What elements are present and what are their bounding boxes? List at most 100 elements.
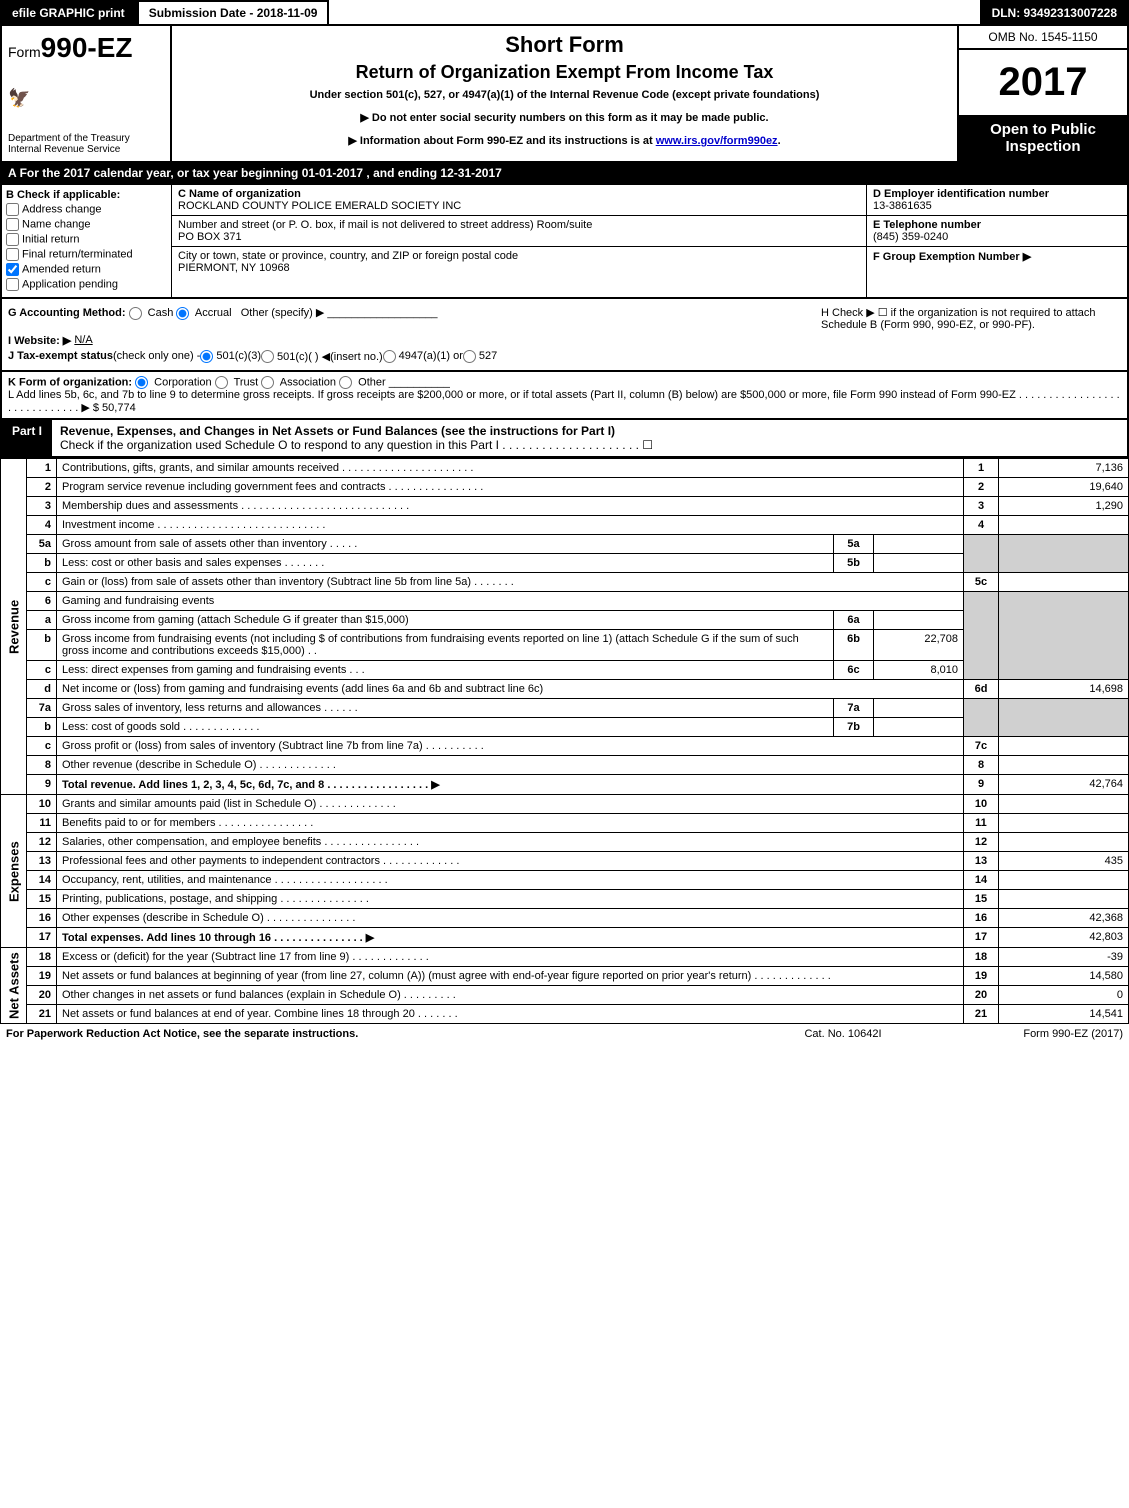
b-header: B Check if applicable: [6,189,167,201]
row-4-txt: Investment income . . . . . . . . . . . … [57,516,964,535]
c-org-cell: C Name of organization ROCKLAND COUNTY P… [172,185,866,216]
line-a: A For the 2017 calendar year, or tax yea… [0,163,1129,185]
row-6-num: 6 [27,592,57,611]
k-assoc[interactable] [261,376,274,389]
cb-address[interactable] [6,203,19,216]
row-17-txt-b: Total expenses. Add lines 10 through 16 … [62,932,374,944]
b-opt-name[interactable]: Name change [6,218,167,231]
b-opt-pending[interactable]: Application pending [6,278,167,291]
row-3-txt: Membership dues and assessments . . . . … [57,497,964,516]
row-7c-amt [999,737,1129,756]
section-ghij: G Accounting Method: Cash Accrual Other … [0,299,1129,372]
section-bcdef: B Check if applicable: Address change Na… [0,185,1129,299]
open-to-public: Open to Public Inspection [959,115,1127,161]
b-opt-final[interactable]: Final return/terminated [6,248,167,261]
c-city-cell: City or town, state or province, country… [172,247,866,277]
row-13-txt: Professional fees and other payments to … [57,852,964,871]
b-opt-initial[interactable]: Initial return [6,233,167,246]
g-other: Other (specify) ▶ [241,307,325,319]
row-10-amt [999,795,1129,814]
row-7a-num: 7a [27,699,57,718]
cb-initial[interactable] [6,233,19,246]
row-3-ln: 3 [964,497,999,516]
submission-date: Submission Date - 2018-11-09 [137,0,330,26]
row-9-num: 9 [27,775,57,795]
cb-name[interactable] [6,218,19,231]
irs-link[interactable]: www.irs.gov/form990ez [656,135,778,147]
row-6d-num: d [27,680,57,699]
b-opt-amended[interactable]: Amended return [6,263,167,276]
j-opt-1: 501(c)( ) ◀(insert no.) [277,350,383,363]
j-4947[interactable] [383,350,396,363]
row-2-txt: Program service revenue including govern… [57,478,964,497]
cb-final[interactable] [6,248,19,261]
row-4-ln: 4 [964,516,999,535]
k-corp[interactable] [135,376,148,389]
line-g-h: G Accounting Method: Cash Accrual Other … [8,306,1121,331]
header-left: Form990-EZ 🦅 Department of the Treasury … [2,26,172,161]
form-990ez: 990-EZ [41,32,133,63]
b-opt-1: Name change [22,218,91,230]
part-1-header: Part I Revenue, Expenses, and Changes in… [0,420,1129,458]
row-6c-num: c [27,661,57,680]
k-trust[interactable] [215,376,228,389]
row-18-num: 18 [27,948,57,967]
side-revenue: Revenue [1,459,27,795]
omb-number: OMB No. 1545-1150 [959,26,1127,50]
line-j: J Tax-exempt status(check only one) - 50… [8,350,1121,363]
j-501c3[interactable] [200,350,213,363]
efile-print-button[interactable]: efile GRAPHIC print [0,0,137,26]
col-c: C Name of organization ROCKLAND COUNTY P… [172,185,867,297]
b-opt-address[interactable]: Address change [6,203,167,216]
l-text: L Add lines 5b, 6c, and 7b to line 9 to … [8,389,1120,414]
row-6-txt: Gaming and fundraising events [57,592,964,611]
row-16-ln: 16 [964,909,999,928]
row-13-ln: 13 [964,852,999,871]
row-13-num: 13 [27,852,57,871]
section-kl: K Form of organization: Corporation Trus… [0,372,1129,420]
g-accrual[interactable] [176,307,189,320]
row-6d-amt: 14,698 [999,680,1129,699]
d-label: D Employer identification number [873,188,1049,200]
row-7a-sub: 7a [834,699,874,718]
cb-pending[interactable] [6,278,19,291]
row-3-amt: 1,290 [999,497,1129,516]
row-6b-txt: Gross income from fundraising events (no… [57,630,834,661]
footer-cat: Cat. No. 10642I [743,1028,943,1040]
i-val: N/A [74,334,92,347]
g-cash[interactable] [129,307,142,320]
tax-year: 2017 [959,50,1127,115]
row-21-ln: 21 [964,1005,999,1024]
line-k: K Form of organization: Corporation Trus… [8,376,1121,389]
row-11-num: 11 [27,814,57,833]
cb-amended[interactable] [6,263,19,276]
row-5b-txt: Less: cost or other basis and sales expe… [57,554,834,573]
top-spacer [329,0,979,26]
row-12-num: 12 [27,833,57,852]
line-g: G Accounting Method: Cash Accrual Other … [8,306,821,331]
side-expenses: Expenses [1,795,27,948]
row-17-amt: 42,803 [999,928,1129,948]
row-12-amt [999,833,1129,852]
shade-7 [964,699,999,737]
row-14-amt [999,871,1129,890]
j-501c[interactable] [261,350,274,363]
row-8-num: 8 [27,756,57,775]
row-7a-txt: Gross sales of inventory, less returns a… [57,699,834,718]
j-527[interactable] [463,350,476,363]
k-other[interactable] [339,376,352,389]
row-16-txt: Other expenses (describe in Schedule O) … [57,909,964,928]
j-opt-2: 4947(a)(1) or [399,350,463,363]
line-h: H Check ▶ ☐ if the organization is not r… [821,306,1121,331]
row-21-amt: 14,541 [999,1005,1129,1024]
row-17-ln: 17 [964,928,999,948]
c-city-label: City or town, state or province, country… [178,250,518,262]
row-4-num: 4 [27,516,57,535]
k-opt-1: Trust [234,376,259,388]
row-12-ln: 12 [964,833,999,852]
e-val: (845) 359-0240 [873,231,948,243]
shade-5b [999,535,1129,573]
row-14-ln: 14 [964,871,999,890]
row-5a-sub: 5a [834,535,874,554]
row-9-ln: 9 [964,775,999,795]
